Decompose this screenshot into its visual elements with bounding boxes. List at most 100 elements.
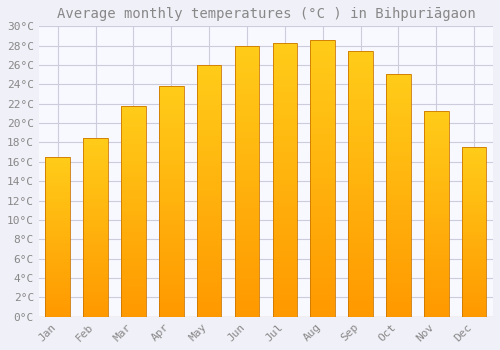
Bar xyxy=(310,40,335,46)
Bar xyxy=(46,269,70,272)
Bar xyxy=(121,308,146,313)
Bar xyxy=(159,275,184,280)
Bar xyxy=(46,294,70,297)
Bar xyxy=(272,86,297,92)
Bar xyxy=(159,169,184,174)
Bar xyxy=(310,250,335,256)
Bar xyxy=(424,313,448,317)
Bar xyxy=(121,165,146,169)
Bar xyxy=(46,221,70,224)
Bar xyxy=(310,201,335,206)
Bar xyxy=(121,287,146,292)
Bar xyxy=(197,150,222,156)
Bar xyxy=(84,174,108,177)
Bar xyxy=(46,224,70,227)
Bar xyxy=(348,179,373,184)
Bar xyxy=(84,166,108,170)
Bar xyxy=(272,306,297,311)
Bar xyxy=(424,164,448,168)
Bar xyxy=(348,120,373,126)
Bar xyxy=(121,237,146,241)
Bar xyxy=(272,180,297,185)
Bar xyxy=(234,67,260,73)
Bar xyxy=(121,169,146,173)
Bar xyxy=(424,259,448,263)
Bar xyxy=(197,65,222,317)
Bar xyxy=(84,220,108,224)
Bar xyxy=(424,115,448,119)
Bar xyxy=(234,62,260,67)
Bar xyxy=(121,144,146,148)
Bar xyxy=(197,90,222,95)
Bar xyxy=(310,68,335,73)
Bar xyxy=(462,218,486,222)
Bar xyxy=(348,142,373,147)
Bar xyxy=(424,127,448,131)
Bar xyxy=(462,276,486,280)
Bar xyxy=(84,313,108,317)
Bar xyxy=(121,216,146,220)
Bar xyxy=(424,119,448,123)
Bar xyxy=(462,191,486,195)
Bar xyxy=(424,275,448,280)
Bar xyxy=(272,54,297,59)
Bar xyxy=(84,177,108,181)
Bar xyxy=(462,225,486,229)
Bar xyxy=(386,283,410,288)
Bar xyxy=(197,161,222,166)
Bar xyxy=(197,251,222,256)
Bar xyxy=(197,236,222,241)
Bar xyxy=(197,211,222,216)
Bar xyxy=(462,296,486,300)
Bar xyxy=(234,230,260,236)
Bar xyxy=(272,185,297,191)
Bar xyxy=(462,249,486,252)
Bar xyxy=(84,138,108,141)
Bar xyxy=(234,84,260,89)
Bar xyxy=(272,169,297,174)
Bar xyxy=(159,155,184,160)
Bar xyxy=(121,245,146,249)
Bar xyxy=(310,90,335,95)
Bar xyxy=(46,256,70,259)
Bar xyxy=(424,181,448,185)
Bar xyxy=(386,108,410,113)
Bar xyxy=(121,279,146,283)
Bar xyxy=(121,313,146,317)
Bar xyxy=(84,256,108,259)
Bar xyxy=(462,246,486,249)
Bar xyxy=(310,73,335,79)
Bar xyxy=(197,135,222,141)
Bar xyxy=(197,181,222,186)
Bar xyxy=(310,234,335,239)
Bar xyxy=(234,73,260,78)
Bar xyxy=(462,222,486,225)
Bar xyxy=(159,123,184,128)
Bar xyxy=(310,84,335,90)
Bar xyxy=(197,246,222,251)
Bar xyxy=(159,211,184,215)
Bar xyxy=(424,263,448,267)
Bar xyxy=(424,218,448,222)
Bar xyxy=(386,137,410,142)
Bar xyxy=(197,201,222,206)
Bar xyxy=(234,246,260,252)
Bar xyxy=(46,157,70,317)
Bar xyxy=(386,152,410,156)
Bar xyxy=(310,228,335,234)
Bar xyxy=(159,197,184,202)
Bar xyxy=(386,93,410,98)
Bar xyxy=(159,298,184,303)
Bar xyxy=(121,182,146,186)
Bar xyxy=(84,155,108,159)
Bar xyxy=(234,176,260,181)
Bar xyxy=(348,232,373,237)
Bar xyxy=(121,266,146,270)
Bar xyxy=(197,272,222,276)
Bar xyxy=(197,85,222,90)
Bar xyxy=(121,152,146,156)
Bar xyxy=(310,56,335,62)
Bar xyxy=(234,257,260,262)
Bar xyxy=(386,312,410,317)
Bar xyxy=(348,189,373,195)
